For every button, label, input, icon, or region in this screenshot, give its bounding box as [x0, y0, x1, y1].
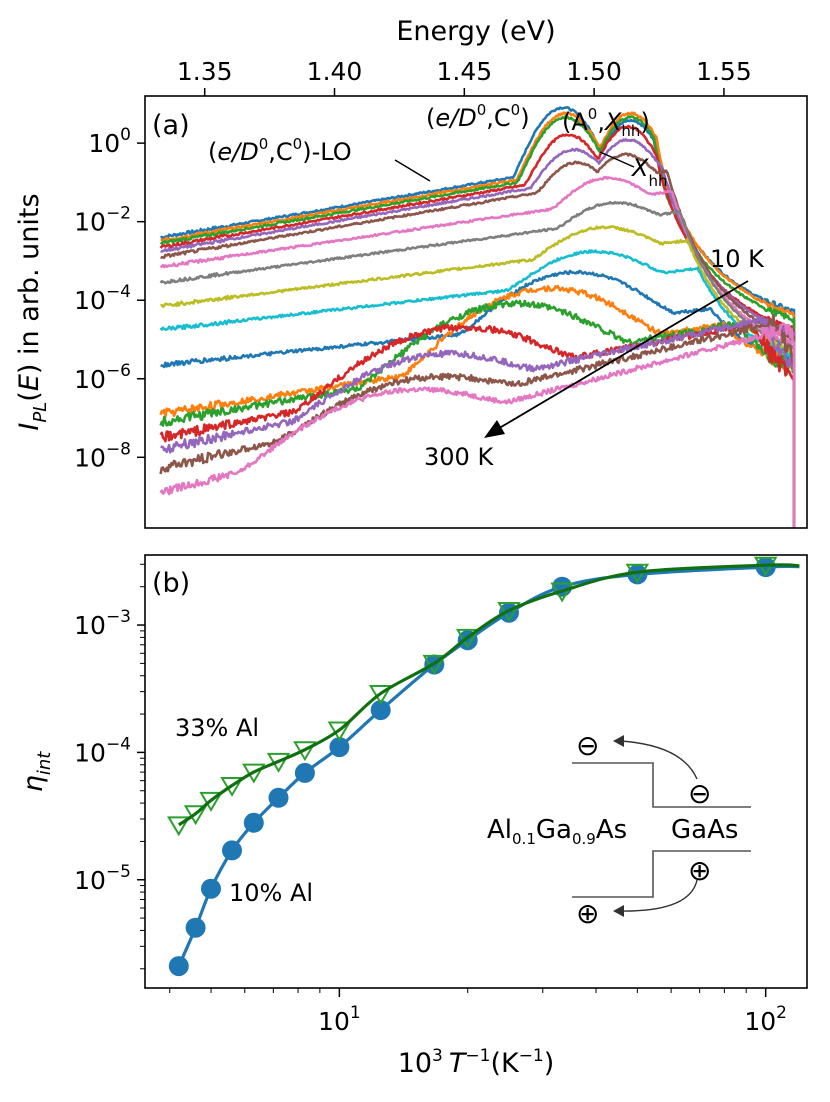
series-10-al-point [370, 700, 391, 721]
pl-spectrum-line [160, 269, 796, 528]
pl-spectrum-line [159, 284, 796, 528]
panel-a-top-tick-label: 1.55 [696, 57, 752, 86]
panel-a-y-tick-label: 10−8 [74, 439, 131, 472]
pl-spectrum-line [159, 249, 796, 528]
panel-b-ylabel: ηint [18, 751, 55, 793]
panel-a-series-group [159, 106, 796, 528]
annotation-eD0-C0-LO: (e/D0,C0)-LO [208, 135, 352, 166]
electron-barrier-symbol: ⊖ [576, 729, 599, 762]
panel-a-y-tick-label: 10−6 [74, 361, 131, 394]
annotation-Xhh: Xhh [630, 154, 667, 190]
pl-spectrum-line [159, 200, 796, 528]
series-33-al-point [455, 628, 480, 649]
electron-escape-arrow [619, 740, 698, 780]
panel-b-y-tick-label: 10−4 [74, 734, 131, 767]
series-10-al-point [222, 840, 242, 861]
pl-spectrum-line [160, 225, 796, 528]
panel-a-top-tick-label: 1.50 [566, 57, 622, 86]
band-diagram-inset: ⊖ ⊖ ⊕ ⊕ Al0.1Ga0.9As GaAs [487, 729, 751, 930]
series-33-al-point [220, 776, 244, 797]
hole-well-symbol: ⊕ [688, 854, 711, 887]
series-33-al-point [327, 721, 352, 742]
panel-a-y-tick-label: 10−2 [74, 204, 131, 237]
series-10-al-point [329, 737, 350, 758]
annotation-eD0-C0: (e/D0,C0) [426, 101, 530, 132]
series-10-al-point [168, 956, 189, 977]
pl-spectrum-line [160, 111, 796, 528]
series-10-al-point [185, 917, 206, 938]
panel-b-y-tick-label: 10−3 [74, 607, 131, 640]
annotation-A0-Xhh: (A0,Xhh) [562, 105, 650, 140]
inset-material-right: GaAs [671, 815, 738, 845]
pl-spectrum-line [159, 299, 796, 528]
panel-b-xlabel: 103 T−1(K−1) [398, 1046, 555, 1079]
panel-a-frame [144, 95, 808, 529]
panel-a-ylabel: IPL(E) in arb. units [14, 193, 51, 430]
series-33-al-point [167, 816, 191, 837]
panel-b-frame [144, 554, 808, 989]
series-label-33-al: 33% Al [175, 714, 259, 742]
series-10-al-point [755, 557, 776, 578]
pl-spectrum-line [160, 106, 796, 528]
temperature-arrow-head [484, 420, 505, 438]
panel-a-label: (a) [152, 110, 190, 141]
series-10-al-point [294, 762, 315, 783]
pl-spectrum-line [160, 315, 796, 528]
panel-b-x-tick-label: 102 [744, 1003, 787, 1036]
panel-a-top-xlabel: Energy (eV) [396, 16, 555, 47]
panel-a-y-tick-label: 100 [88, 125, 131, 158]
annotation-LO-leader-line [394, 159, 431, 182]
temperature-label-300K: 300 K [424, 443, 494, 471]
series-33-al-fit-line [177, 563, 800, 827]
panel-b-series-group [167, 556, 800, 977]
panel-b-y-tick-label: 10−5 [74, 862, 131, 895]
pl-spectrum-line [159, 313, 796, 528]
panel-a-top-tick-label: 1.45 [436, 57, 492, 86]
series-33-al-point [199, 791, 223, 812]
panel-b-x-tick-label: 101 [318, 1003, 361, 1036]
annotation-Xhh-leader-line [599, 151, 635, 168]
pl-spectrum-line [159, 320, 796, 528]
valence-band-edge [572, 850, 751, 898]
inset-material-left: Al0.1Ga0.9As [487, 815, 627, 848]
panel-b-label: (b) [152, 568, 190, 599]
electron-escape-arrowhead [613, 735, 624, 747]
pl-spectrum-line [159, 322, 796, 528]
panel-b-ticks: 101 102 10−3 10−4 10−5 [74, 563, 787, 1036]
series-10-al-point [201, 878, 221, 899]
panel-a-top-tick-label: 1.40 [307, 57, 363, 86]
pl-spectrum-line [160, 152, 796, 528]
panel-a-ticks: 1.35 1.40 1.45 1.50 1.55 100 10−2 10−4 10−6 10−8 [74, 57, 752, 472]
series-10-al-point [627, 564, 648, 585]
hole-escape-arrowhead [613, 905, 624, 917]
electron-well-symbol: ⊖ [688, 777, 711, 810]
temperature-label-10K: 10 K [710, 245, 765, 273]
panel-a-y-tick-label: 10−4 [74, 282, 131, 315]
panel-a-top-tick-label: 1.35 [177, 57, 233, 86]
series-33-al-point [368, 685, 393, 705]
panel-a: 1.35 1.40 1.45 1.50 1.5510010−210−410−610−8 … [14, 16, 808, 529]
hole-escape-arrow [619, 879, 698, 912]
series-10-al-point [243, 812, 264, 833]
hole-barrier-symbol: ⊕ [576, 897, 599, 930]
temperature-arrow-line [495, 280, 749, 431]
conduction-band-edge [572, 762, 751, 808]
series-33-al-point [422, 654, 447, 675]
series-label-10-al: 10% Al [229, 879, 313, 907]
series-10-al-point [268, 787, 289, 808]
series-33-al-point [183, 805, 208, 826]
